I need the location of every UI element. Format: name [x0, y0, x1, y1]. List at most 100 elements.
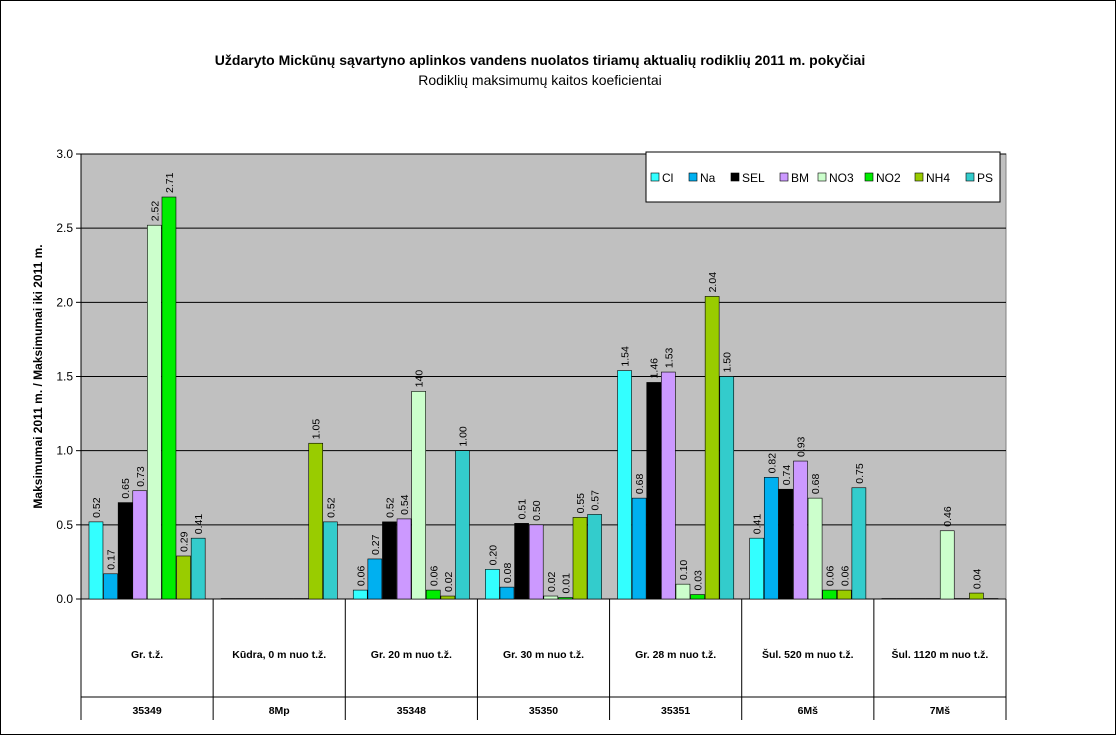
bar-nh4-7 — [969, 592, 984, 600]
legend-label-na: Na — [700, 171, 716, 185]
bar-no2-3 — [425, 589, 441, 600]
legend-swatch-sel — [730, 172, 740, 182]
bar-nh4-3 — [440, 595, 456, 600]
data-label: 1.46 — [649, 358, 661, 379]
data-label: 0.68 — [634, 474, 646, 495]
bar-no2-1 — [161, 196, 177, 600]
data-label: 2.52 — [149, 201, 161, 222]
y-tick-label: 0.0 — [56, 592, 73, 606]
data-label: 0.51 — [517, 499, 529, 520]
data-label: 0.27 — [370, 534, 382, 555]
bar-sel-4 — [514, 523, 529, 600]
data-label: 0.75 — [854, 463, 866, 484]
legend-swatch-no3 — [817, 172, 827, 182]
bar-sel-7 — [910, 598, 926, 600]
data-label: 140 — [414, 370, 426, 388]
legend-label-no3: NO3 — [829, 171, 854, 185]
data-label: 0.03 — [693, 570, 705, 591]
category-code: 7Mš — [930, 705, 951, 717]
data-label: 0.02 — [443, 571, 455, 592]
data-label: 0.08 — [502, 563, 514, 584]
data-label: 0.50 — [531, 500, 543, 521]
category-code: 35349 — [132, 705, 161, 717]
category-code: 35348 — [397, 705, 426, 717]
data-label: 0.06 — [428, 566, 440, 587]
data-label: 0.06 — [355, 566, 367, 587]
data-label: 2.04 — [707, 272, 719, 293]
bar-na-6 — [763, 477, 779, 600]
bar-nh4-4 — [572, 517, 588, 600]
legend-swatch-bm — [779, 172, 789, 182]
bar-na-2 — [235, 598, 251, 600]
bar-ps-1 — [190, 537, 206, 600]
legend-label-nh4: NH4 — [926, 171, 950, 185]
data-label: 1.05 — [311, 419, 323, 440]
category-code: 8Mp — [269, 705, 290, 717]
bar-no3-1 — [147, 224, 162, 600]
bar-na-5 — [631, 497, 647, 600]
data-label: 0.73 — [135, 466, 147, 487]
bar-no2-5 — [690, 594, 705, 600]
bar-ps-7 — [983, 598, 999, 600]
bar-no3-5 — [675, 583, 691, 600]
y-tick-label: 2.0 — [56, 295, 73, 309]
category-label: Gr. 28 m nuo t.ž. — [635, 649, 716, 661]
data-label: 0.68 — [810, 474, 822, 495]
data-label: 0.55 — [575, 493, 587, 514]
legend-label-ps: PS — [977, 171, 993, 185]
data-label: 0.02 — [546, 571, 558, 592]
bar-ps-2 — [323, 521, 338, 600]
legend-label-bm: BM — [791, 171, 809, 185]
bar-nh4-1 — [176, 555, 191, 600]
bar-no3-2 — [279, 598, 294, 600]
bar-bm-5 — [661, 371, 676, 600]
category-label: Gr. t.ž. — [131, 649, 163, 661]
category-code: 35350 — [529, 705, 558, 717]
bar-sel-3 — [382, 521, 397, 600]
data-label: 1.54 — [620, 346, 632, 367]
legend-label-no2: NO2 — [876, 171, 901, 185]
bar-sel-5 — [646, 382, 662, 600]
legend-swatch-nh4 — [914, 172, 924, 182]
category-label: Šul. 520 m nuo t.ž. — [762, 648, 854, 661]
bar-cl-7 — [881, 598, 897, 600]
y-tick-label: 1.0 — [56, 444, 73, 458]
category-code: 35351 — [661, 705, 690, 717]
data-label: 0.20 — [487, 545, 499, 566]
bar-bm-7 — [925, 598, 940, 600]
bar-na-1 — [103, 573, 118, 600]
data-label: 0.52 — [384, 497, 396, 518]
bar-cl-2 — [220, 598, 236, 600]
bar-ps-6 — [851, 487, 867, 600]
bar-nh4-2 — [308, 442, 324, 600]
legend-swatch-no2 — [864, 172, 874, 182]
data-label: 1.00 — [457, 426, 469, 447]
data-label: 0.29 — [179, 531, 191, 552]
bar-cl-1 — [88, 521, 104, 600]
bar-cl-6 — [749, 537, 764, 600]
data-label: 0.46 — [942, 506, 954, 527]
bar-no2-6 — [822, 589, 837, 600]
data-label: 0.06 — [825, 566, 837, 587]
data-label: 0.54 — [399, 494, 411, 515]
data-label: 1.50 — [722, 352, 734, 373]
bar-bm-3 — [396, 518, 412, 600]
data-label: 0.01 — [560, 573, 572, 594]
bar-bm-6 — [793, 460, 808, 600]
bar-na-7 — [896, 598, 911, 600]
chart-title: Uždaryto Mickūnų sąvartyno aplinkos vand… — [214, 52, 866, 68]
bar-no3-6 — [807, 497, 823, 600]
bar-no2-7 — [954, 598, 970, 600]
data-label: 2.71 — [164, 172, 176, 193]
y-axis-title: Maksimumai 2011 m. / Maksimumai iki 2011… — [31, 244, 45, 508]
data-label: 0.04 — [971, 568, 983, 589]
legend-label-sel: SEL — [742, 171, 765, 185]
bar-no3-7 — [939, 530, 955, 600]
bar-bm-2 — [264, 598, 280, 600]
bar-cl-4 — [485, 569, 500, 600]
category-label: Gr. 20 m nuo t.ž. — [371, 649, 452, 661]
y-tick-label: 3.0 — [56, 147, 73, 161]
bar-na-4 — [499, 586, 515, 600]
data-label: 0.06 — [839, 566, 851, 587]
data-label: 0.93 — [795, 436, 807, 457]
